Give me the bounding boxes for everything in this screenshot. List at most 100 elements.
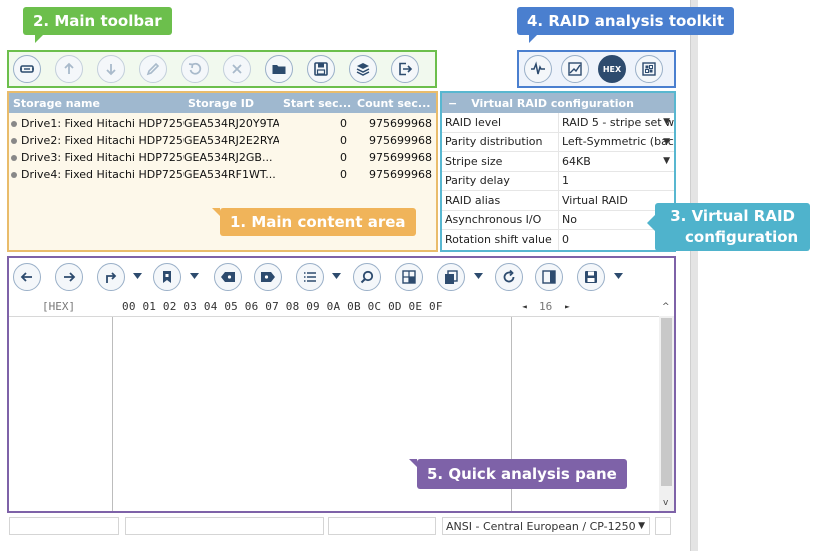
property-row-stripe-size[interactable]: Stripe size 64KB ▼: [442, 152, 674, 172]
storage-name: Drive4: Fixed Hitachi HDP7250...: [21, 168, 184, 181]
layout-button[interactable]: [395, 263, 423, 291]
split-view-button[interactable]: [535, 263, 563, 291]
property-value[interactable]: Virtual RAID: [562, 193, 628, 207]
scroll-down-icon[interactable]: v: [663, 498, 669, 508]
callout-virtual-raid-line1: 3. Virtual RAID: [670, 207, 795, 225]
property-key: Asynchronous I/O: [442, 210, 559, 229]
hex-view[interactable]: [9, 316, 659, 511]
back-button[interactable]: [13, 263, 41, 291]
copy-icon: [445, 270, 458, 284]
layers-button[interactable]: [349, 55, 377, 83]
hex-save-button[interactable]: [577, 263, 605, 291]
count-sector: 975699968: [369, 168, 432, 181]
forward-icon: [64, 272, 76, 282]
close-icon: [232, 64, 242, 74]
chevron-down-icon[interactable]: [614, 273, 623, 280]
main-toolbar: [7, 50, 437, 88]
chevron-down-icon[interactable]: ▼: [663, 156, 670, 167]
property-value[interactable]: 1: [562, 174, 569, 188]
vertical-scrollbar[interactable]: ^ v: [659, 302, 674, 511]
edit-button[interactable]: [139, 55, 167, 83]
move-up-button[interactable]: [55, 55, 83, 83]
callout-quick-analysis-text: 5. Quick analysis pane: [427, 465, 617, 483]
width-increase-icon[interactable]: ►: [565, 302, 570, 311]
waveform-button[interactable]: [524, 55, 552, 83]
ascii-column-divider: [511, 317, 512, 511]
move-down-button[interactable]: [97, 55, 125, 83]
property-row-raid-alias[interactable]: RAID alias Virtual RAID: [442, 191, 674, 211]
property-value[interactable]: RAID 5 - stripe set w: [562, 115, 674, 129]
open-button[interactable]: [265, 55, 293, 83]
callout-quick-analysis: 5. Quick analysis pane: [409, 459, 627, 489]
scrollbar-thumb[interactable]: [661, 318, 672, 486]
hex-mode-label[interactable]: [HEX]: [42, 300, 76, 313]
search-icon: [360, 270, 374, 284]
column-storage-id[interactable]: Storage ID: [188, 96, 254, 110]
bookmark-button[interactable]: [153, 263, 181, 291]
redirect-button[interactable]: [97, 263, 125, 291]
refresh-icon: [503, 269, 515, 283]
raid-toolkit: HEX: [517, 50, 676, 88]
property-value[interactable]: No: [562, 213, 577, 227]
refresh-button[interactable]: [495, 263, 523, 291]
chevron-down-icon[interactable]: [474, 273, 483, 280]
callout-main-toolbar: 2. Main toolbar: [23, 7, 172, 43]
encoding-value: ANSI - Central European / CP-1250: [446, 519, 636, 533]
property-row-parity-delay[interactable]: Parity delay 1: [442, 171, 674, 191]
hex-button[interactable]: HEX: [598, 55, 626, 83]
property-row-parity-distribution[interactable]: Parity distribution Left-Symmetric (bac ▼: [442, 132, 674, 152]
property-row-raid-level[interactable]: RAID level RAID 5 - stripe set w ▼: [442, 113, 674, 133]
width-decrease-icon[interactable]: ◄: [522, 302, 527, 311]
count-sector: 975699968: [369, 134, 432, 147]
chart-button[interactable]: [561, 55, 589, 83]
arrow-down-icon: [106, 64, 116, 76]
list-button[interactable]: [296, 263, 324, 291]
column-count-sector[interactable]: Count sec...: [357, 96, 431, 110]
property-row-rotation-shift[interactable]: Rotation shift value 0: [442, 230, 674, 250]
exit-button[interactable]: [391, 55, 419, 83]
chevron-down-icon[interactable]: ▼: [638, 521, 645, 531]
property-value[interactable]: 64KB: [562, 154, 591, 168]
property-value[interactable]: Left-Symmetric (bac: [562, 135, 674, 149]
close-button[interactable]: [223, 55, 251, 83]
undo-button[interactable]: [181, 55, 209, 83]
chevron-down-icon[interactable]: [133, 273, 142, 280]
table-row[interactable]: Drive3: Fixed Hitachi HDP7250... GEA534R…: [9, 149, 436, 166]
chart-icon: [568, 62, 582, 76]
collapse-icon[interactable]: −: [448, 96, 458, 110]
search-button[interactable]: [353, 263, 381, 291]
chevron-down-icon[interactable]: ▼: [663, 117, 670, 128]
callout-virtual-raid: 3. Virtual RAID configuration: [647, 203, 811, 251]
drive-scan-button[interactable]: [13, 55, 41, 83]
property-value[interactable]: 0: [562, 233, 569, 247]
chevron-down-icon[interactable]: [190, 273, 199, 280]
tag-next-button[interactable]: [254, 263, 282, 291]
redirect-icon: [106, 272, 117, 283]
storage-table-header: Storage name Storage ID Start sec... Cou…: [9, 93, 436, 113]
copy-button[interactable]: [437, 263, 465, 291]
table-row[interactable]: Drive1: Fixed Hitachi HDP7250... GEA534R…: [9, 115, 436, 132]
column-storage-name[interactable]: Storage name: [13, 96, 100, 110]
undo-icon: [188, 62, 202, 75]
property-row-async-io[interactable]: Asynchronous I/O No: [442, 210, 674, 230]
chevron-down-icon[interactable]: [332, 273, 341, 280]
column-start-sector[interactable]: Start sec...: [283, 96, 351, 110]
chevron-down-icon[interactable]: ▼: [663, 136, 670, 147]
callout-raid-toolkit: 4. RAID analysis toolkit: [517, 7, 735, 43]
save-button[interactable]: [307, 55, 335, 83]
scroll-up-icon[interactable]: ^: [662, 302, 670, 312]
forward-button[interactable]: [55, 263, 83, 291]
drive-status-icon: [11, 121, 17, 127]
exit-icon: [399, 62, 413, 76]
encoding-select[interactable]: ANSI - Central European / CP-1250 ▼: [442, 517, 650, 535]
tag-prev-button[interactable]: [214, 263, 242, 291]
waveform-icon: [531, 61, 545, 75]
offset-column-divider: [112, 317, 113, 511]
start-sector: 0: [340, 117, 347, 130]
grid-button[interactable]: [635, 55, 663, 83]
property-key: RAID alias: [442, 191, 559, 210]
table-row[interactable]: Drive4: Fixed Hitachi HDP7250... GEA534R…: [9, 166, 436, 183]
table-row[interactable]: Drive2: Fixed Hitachi HDP7250... GEA534R…: [9, 132, 436, 149]
drive-status-icon: [11, 155, 17, 161]
